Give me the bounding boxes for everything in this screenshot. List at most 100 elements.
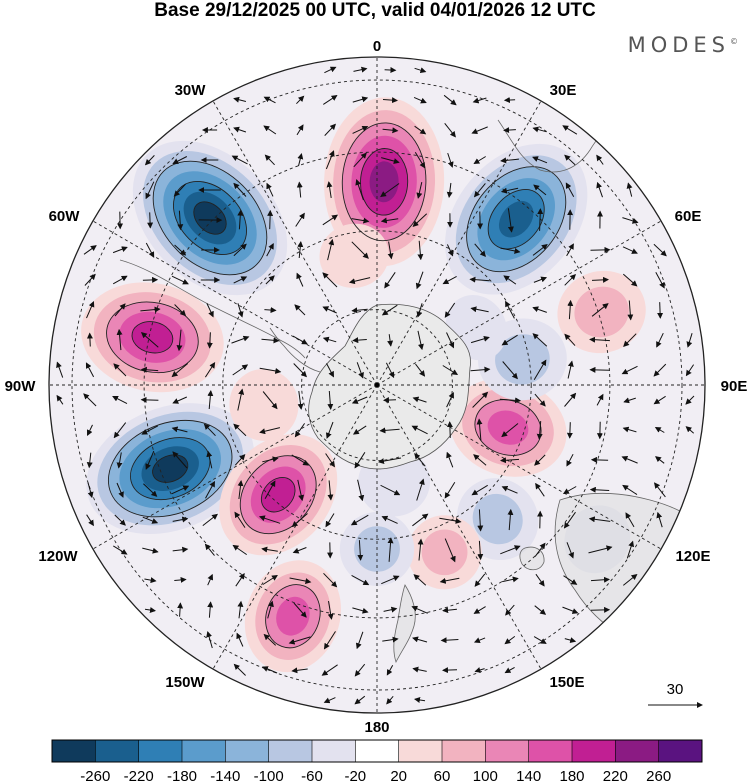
- colorbar-tick-label: 220: [603, 768, 628, 783]
- wind-vector: [562, 125, 578, 135]
- wind-vector: [114, 514, 126, 526]
- wind-vector: [562, 486, 577, 494]
- wind-vector: [535, 573, 545, 587]
- wind-vector: [292, 335, 308, 345]
- wind-vector: [654, 426, 665, 433]
- colorbar-swatch: [658, 740, 703, 762]
- wind-vector: [56, 361, 64, 378]
- wind-vector: [233, 423, 247, 437]
- wind-vector: [566, 453, 574, 467]
- colorbar-tick-label: 60: [434, 768, 451, 783]
- wind-vector: [623, 397, 636, 404]
- wind-vector: [412, 636, 428, 643]
- wind-vector: [382, 636, 399, 643]
- wind-vector: [112, 275, 128, 285]
- wind-vector: [263, 96, 276, 104]
- wind-vector: [83, 393, 97, 407]
- wind-vector: [171, 275, 189, 285]
- wind-vector: [564, 392, 577, 407]
- wind-vector: [470, 366, 491, 373]
- wind-vector: [414, 152, 426, 169]
- wind-vector: [564, 273, 577, 286]
- wind-vector: [381, 575, 400, 585]
- wind-vector: [113, 545, 128, 555]
- wind-vector: [621, 456, 638, 464]
- colorbar-swatch: [268, 740, 313, 762]
- graticule: [49, 57, 705, 713]
- wind-vector: [589, 366, 610, 373]
- wind-vector: [326, 181, 333, 198]
- wind-vector: [473, 454, 487, 466]
- wind-vector: [206, 631, 213, 649]
- wind-vector: [206, 332, 213, 349]
- wind-vector: [322, 336, 337, 343]
- wind-vector: [140, 396, 159, 403]
- wind-vector: [383, 606, 398, 613]
- wind-vector: [471, 126, 488, 135]
- wind-vector: [294, 304, 306, 316]
- wind-vector: [442, 365, 459, 376]
- wind-vector: [327, 390, 334, 410]
- wind-vector: [142, 547, 159, 554]
- colorbar-tick-label: -260: [80, 768, 110, 783]
- wind-vector: [384, 67, 397, 74]
- wind-vector: [83, 245, 97, 255]
- wind-vector: [589, 336, 610, 343]
- contour-line: [152, 454, 189, 483]
- wind-vector: [352, 125, 369, 134]
- wind-vector: [172, 396, 188, 404]
- wind-vector: [379, 427, 400, 434]
- wind-vector: [259, 427, 281, 435]
- wind-vector: [532, 156, 548, 164]
- colorbar-tick-label: -20: [344, 768, 366, 783]
- wind-vector: [351, 241, 369, 259]
- wind-vector: [472, 97, 487, 104]
- wind-vector: [596, 154, 604, 165]
- wind-vector: [444, 122, 456, 138]
- wind-vector: [85, 362, 95, 378]
- wind-vector: [261, 546, 278, 553]
- anomaly-contour-fill: [152, 454, 188, 483]
- wind-vector: [324, 123, 336, 136]
- wind-vector: [566, 542, 574, 559]
- wind-vector: [564, 333, 576, 346]
- wind-vector: [236, 632, 244, 647]
- wind-vector: [352, 607, 369, 614]
- wind-vector: [177, 602, 184, 617]
- wind-vector: [264, 480, 276, 499]
- wind-vector: [350, 514, 369, 526]
- wind-vector: [504, 636, 516, 645]
- wind-vector: [263, 633, 277, 646]
- colorbar-tick-label: -60: [301, 768, 323, 783]
- wind-vector: [237, 388, 245, 411]
- anomaly-contour-fill: [319, 223, 389, 288]
- wind-vector: [87, 424, 93, 436]
- wind-vector: [534, 454, 546, 466]
- wind-vector: [414, 67, 427, 74]
- wind-vector: [416, 303, 423, 318]
- wind-vector: [112, 246, 128, 254]
- colorbar-swatch: [528, 740, 573, 762]
- lon-label-30w: 30W: [175, 82, 207, 99]
- wind-vector: [589, 486, 610, 493]
- contour-line: [265, 584, 321, 649]
- wind-vector: [235, 572, 245, 587]
- wind-vector: [295, 212, 305, 227]
- wind-vector: [140, 366, 159, 373]
- wind-vector: [261, 666, 278, 674]
- wind-vector: [355, 631, 364, 650]
- wind-vector: [352, 425, 367, 435]
- wind-vector: [655, 456, 665, 464]
- colorbar-tick-label: 260: [646, 768, 671, 783]
- wind-vector: [626, 540, 635, 559]
- contour-line: [466, 166, 567, 273]
- wind-vector: [473, 637, 486, 643]
- wind-vector: [412, 513, 429, 527]
- wind-vector: [567, 299, 574, 320]
- wind-vector: [533, 636, 547, 644]
- wind-vector: [533, 359, 547, 380]
- wind-vector: [444, 481, 456, 499]
- wind-vector: [142, 516, 159, 524]
- wind-vector: [297, 479, 305, 502]
- wind-vector: [292, 547, 307, 554]
